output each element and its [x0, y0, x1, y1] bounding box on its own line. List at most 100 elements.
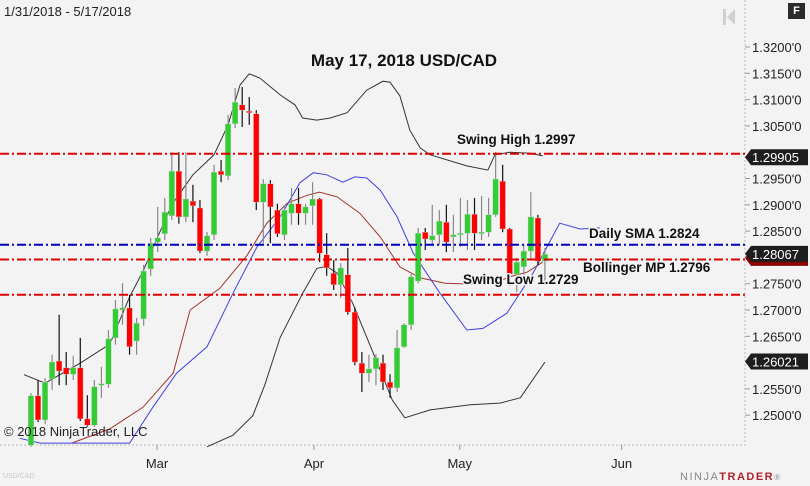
candle — [492, 152, 499, 217]
level-label: Daily SMA 1.2824 — [589, 226, 700, 241]
candle-body — [499, 180, 506, 230]
candle — [70, 355, 77, 380]
candle — [344, 247, 351, 315]
candle-body — [527, 216, 534, 252]
candle — [429, 204, 436, 245]
candle — [168, 152, 175, 221]
candle — [161, 197, 168, 241]
logo-suffix: TRADER — [719, 471, 775, 483]
price-tag-label: 1.28067 — [752, 247, 799, 262]
candle-body — [471, 214, 478, 234]
candle — [182, 152, 189, 223]
candle — [387, 374, 394, 398]
candle — [422, 227, 429, 251]
candle-body — [126, 307, 133, 348]
chart-title: May 17, 2018 USD/CAD — [311, 51, 497, 70]
candle-body — [492, 178, 499, 215]
candle — [49, 354, 56, 390]
instrument-symbol: USD/CAD — [3, 473, 35, 480]
level-label: Swing Low 1.2729 — [463, 272, 579, 287]
candle — [365, 354, 372, 383]
candle-body — [309, 198, 316, 207]
candle-body — [443, 221, 450, 243]
candle — [35, 379, 42, 423]
candle-body — [84, 418, 91, 426]
candle-body — [358, 362, 365, 374]
candle-body — [246, 110, 253, 113]
bollinger-middle-band — [71, 191, 544, 444]
candle — [239, 86, 246, 127]
candle — [260, 179, 267, 244]
candle-body — [274, 209, 281, 234]
candle-body — [232, 102, 239, 124]
candle-body — [175, 170, 182, 218]
candle — [541, 247, 548, 285]
candle-body — [513, 261, 520, 275]
candle-body — [408, 276, 415, 325]
candle-body — [534, 217, 541, 262]
candle-body — [344, 274, 351, 313]
y-tick-label: 1.2700'0 — [752, 303, 801, 318]
candle-body — [70, 367, 77, 375]
candle — [351, 307, 358, 366]
candle-body — [105, 338, 112, 385]
candle — [330, 260, 337, 291]
candle-body — [49, 361, 56, 380]
candle-body — [91, 386, 98, 426]
candle — [175, 152, 182, 224]
candle-body — [330, 272, 337, 285]
candle — [534, 214, 541, 265]
logo-mark: ® — [774, 473, 782, 482]
candle-body — [267, 183, 274, 208]
candle — [253, 110, 260, 211]
candle-body — [35, 395, 42, 421]
candle — [189, 184, 196, 223]
ninjatrader-logo: NINJATRADER® — [680, 471, 782, 483]
candle-body — [260, 183, 267, 203]
y-tick-label: 1.2750'0 — [752, 277, 801, 292]
candle — [457, 197, 464, 247]
logo-prefix: NINJA — [680, 471, 720, 483]
candle-body — [211, 171, 218, 235]
candle-body — [281, 209, 288, 235]
sma-line — [19, 172, 600, 444]
candle — [77, 337, 84, 421]
candle — [281, 204, 288, 241]
candle-body — [380, 362, 387, 383]
candle-body — [387, 381, 394, 389]
candle — [211, 164, 218, 241]
candle — [450, 214, 457, 253]
scroll-to-start-icon[interactable] — [722, 8, 736, 26]
level-label: Swing High 1.2997 — [457, 132, 576, 147]
candle-body — [147, 242, 154, 270]
candle — [380, 354, 387, 390]
candle-body — [415, 233, 422, 282]
price-tag-label: 1.26021 — [752, 354, 799, 369]
candle — [436, 210, 443, 245]
candle — [232, 88, 239, 129]
candle-body — [196, 207, 203, 252]
candle-body — [372, 357, 379, 370]
candle-body — [56, 360, 63, 372]
candle-body — [253, 113, 260, 203]
y-tick-label: 1.3150'0 — [752, 66, 801, 81]
candle-body — [365, 368, 372, 374]
candle — [225, 114, 232, 181]
f-button[interactable]: F — [788, 3, 805, 19]
candle — [133, 317, 140, 355]
candle-body — [98, 383, 105, 386]
candle — [316, 197, 323, 263]
y-tick-label: 1.2900'0 — [752, 198, 801, 213]
candle-body — [464, 214, 471, 234]
candle — [401, 323, 408, 348]
candle-body — [401, 324, 408, 348]
candle-body — [203, 235, 210, 252]
candle — [218, 160, 225, 183]
candle-body — [239, 104, 246, 111]
candle — [513, 257, 520, 293]
candle-body — [119, 307, 126, 311]
candle-body — [316, 198, 323, 254]
candle — [309, 182, 316, 225]
candle — [288, 187, 295, 225]
